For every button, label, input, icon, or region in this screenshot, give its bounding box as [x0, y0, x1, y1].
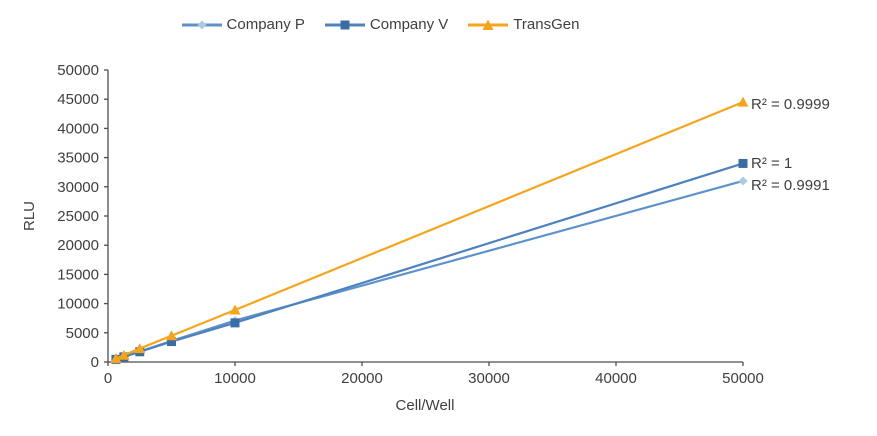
y-axis-tick-label: 10000: [57, 296, 99, 313]
y-axis-tick-label: 40000: [57, 120, 99, 137]
x-axis-tick-label: 20000: [341, 370, 383, 387]
data-point-transgen: [737, 96, 749, 107]
data-point-company-v: [738, 158, 748, 168]
legend-label-transgen: TransGen: [513, 16, 580, 33]
r2-annotation-company-v: R² = 1: [751, 155, 792, 172]
y-axis-tick-label: 45000: [57, 91, 99, 108]
y-axis-tick-label: 20000: [57, 237, 99, 254]
legend-item-company-p: Company P: [181, 16, 305, 33]
y-axis-tick-label: 30000: [57, 179, 99, 196]
legend-swatch-transgen: [468, 19, 509, 30]
data-point-company-p: [738, 176, 748, 186]
legend-label-company-v: Company V: [369, 16, 449, 33]
axis-lines: [107, 70, 743, 363]
diamond-marker-icon: [197, 20, 207, 29]
legend-swatch-company-v: [324, 20, 365, 29]
y-axis-tick-label: 5000: [66, 325, 99, 342]
x-axis-title: Cell/Well: [396, 397, 455, 414]
x-axis-tick-label: 40000: [595, 370, 637, 387]
x-axis-tick-label: 0: [104, 370, 112, 387]
legend-label-company-p: Company P: [226, 16, 305, 33]
x-axis-tick-label: 50000: [722, 370, 764, 387]
data-point-transgen: [166, 330, 177, 341]
data-point-company-v: [167, 337, 176, 347]
series-line-company-v: [115, 162, 744, 361]
data-point-company-v: [230, 318, 240, 328]
data-point-transgen: [118, 349, 130, 360]
y-axis-tick-label: 50000: [57, 62, 99, 79]
triangle-marker-icon: [482, 19, 494, 30]
r2-annotation-transgen: R² = 0.9999: [751, 96, 830, 113]
y-axis-tick-label: 25000: [57, 208, 99, 225]
x-axis-tick-label: 30000: [468, 370, 510, 387]
series-line-company-p: [115, 179, 744, 361]
y-axis-title: RLU: [21, 201, 38, 231]
data-point-transgen: [229, 304, 241, 315]
x-axis-tick-label: 10000: [214, 370, 256, 387]
square-marker-icon: [340, 20, 350, 29]
series-line-transgen: [115, 101, 744, 360]
r2-annotation-company-p: R² = 0.9991: [751, 177, 830, 194]
data-point-transgen: [134, 343, 146, 354]
y-axis-tick-label: 35000: [57, 150, 99, 167]
legend-item-company-v: Company V: [324, 16, 449, 33]
legend-item-transgen: TransGen: [468, 16, 579, 33]
data-point-transgen: [110, 352, 122, 363]
y-axis-tick-label: 0: [91, 354, 99, 371]
chart-legend: Company P Company V TransGen: [0, 16, 819, 33]
y-axis-tick-label: 15000: [57, 266, 99, 283]
legend-swatch-company-p: [181, 20, 222, 29]
